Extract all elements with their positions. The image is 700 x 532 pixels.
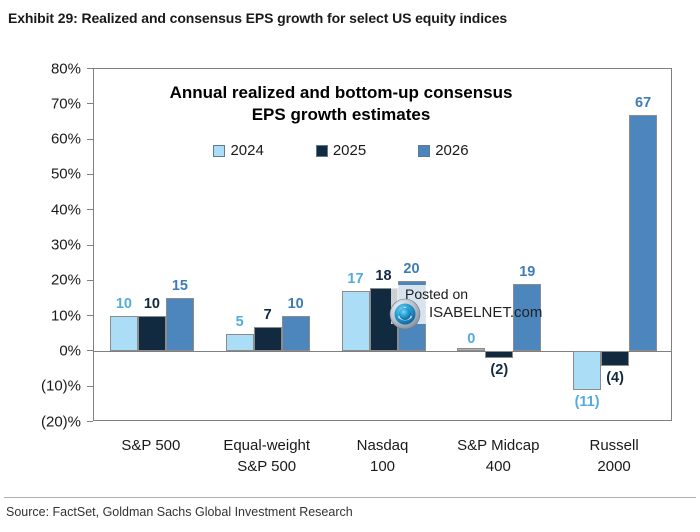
bar-value-label-2026-4: 67 [635,94,652,111]
x-category-label-line: 100 [369,458,396,475]
bar-2026-3 [513,284,542,352]
bar-value-label-2025-1: 7 [263,306,272,323]
bar-2025-0 [137,316,166,352]
x-category-label-line: Russell [589,437,639,454]
y-tick-label: 0% [59,342,81,360]
plot-area: Annual realized and bottom-up consensus … [93,68,672,421]
bar-value-label-2026-0: 15 [171,278,188,295]
bar-value-label-2025-3: (2) [490,362,509,379]
bar-value-label-2024-0: 10 [115,296,132,313]
x-category-label-0: S&P 500 [85,435,217,456]
bar-value-label-2024-4: (11) [574,394,600,411]
y-tick-mark [87,209,93,211]
legend-item-2024: 2024 [213,142,264,159]
x-category-label-3: S&P Midcap 400 [432,435,564,477]
y-tick-mark [87,244,93,246]
chart-title: Annual realized and bottom-up consensus … [94,82,588,126]
x-category-label-line: 400 [485,458,511,475]
x-category-label-4: Russell 2000 [548,435,680,477]
legend-swatch-2025 [315,144,328,157]
y-tick-label: 70% [50,95,81,113]
bar-2026-1 [281,316,310,352]
y-tick-mark [87,315,93,317]
bar-value-label-2024-1: 5 [235,313,244,330]
y-tick-label: (10)% [40,377,81,395]
x-category-label-line: S&P 500 [237,458,297,475]
bar-2026-0 [165,298,194,352]
bar-2025-4 [601,351,630,366]
x-category-label-line: 2000 [597,458,631,475]
bar-2025-1 [253,326,282,352]
zero-axis-line [94,351,671,353]
chart-title-line1: Annual realized and bottom-up consensus [169,83,513,102]
bar-value-label-2024-3: 0 [467,331,476,348]
y-tick-label: 10% [50,307,81,325]
y-tick-label: 80% [50,60,81,77]
legend-item-2025: 2025 [315,142,367,159]
y-tick-label: 60% [50,130,81,148]
bar-2025-3 [485,351,514,359]
bar-value-label-2025-4: (4) [606,369,624,386]
x-category-label-2: Nasdaq 100 [317,435,449,477]
bar-2024-2 [341,291,370,352]
bar-2024-3 [457,348,486,352]
bar-2026-4 [629,114,658,352]
x-category-label-line: Equal-weight [223,437,311,454]
x-category-label-line: S&P Midcap [457,437,540,454]
y-tick-label: 40% [50,201,81,219]
bar-value-label-2026-2: 20 [403,260,420,277]
x-category-label-1: Equal-weight S&P 500 [201,435,333,477]
y-tick-label: 20% [50,271,81,289]
x-category-label-line: Nasdaq [356,437,409,454]
x-category-label-line: S&P 500 [121,437,181,454]
bar-value-label-2024-2: 17 [347,271,364,288]
legend-swatch-2024 [213,144,226,157]
y-tick-label: (20)% [40,413,81,430]
chart-legend: 2024 2025 2026 [94,142,588,159]
footer-divider [4,497,696,498]
bar-2024-0 [109,316,138,352]
bar-2024-4 [573,351,602,391]
y-tick-mark [87,279,93,281]
bar-2024-1 [225,333,254,352]
bar-value-label-2026-1: 10 [287,296,304,313]
legend-item-2026: 2026 [418,142,469,159]
legend-label-2024: 2024 [230,142,264,159]
watermark: Posted on ISABELNET.com [389,284,542,334]
bar-value-label-2026-3: 19 [519,264,536,281]
legend-swatch-2026 [418,144,431,157]
watermark-site: ISABELNET.com [429,304,543,321]
y-tick-mark [87,138,93,140]
bar-value-label-2025-0: 10 [143,296,160,313]
y-tick-mark [87,385,93,387]
y-tick-label: 30% [50,236,81,254]
y-tick-mark [87,68,93,69]
watermark-posted-on: Posted on [405,286,469,302]
y-tick-label: 50% [50,165,81,183]
y-tick-mark [87,350,93,352]
chart-title-line2: EPS growth estimates [251,105,431,124]
exhibit-title: Exhibit 29: Realized and consensus EPS g… [8,10,508,26]
y-tick-mark [87,103,93,105]
bar-value-label-2025-2: 18 [375,267,392,284]
y-tick-mark [87,173,93,175]
source-text: Source: FactSet, Goldman Sachs Global In… [6,505,353,519]
y-tick-mark [87,421,93,422]
legend-label-2025: 2025 [332,142,367,159]
legend-label-2026: 2026 [435,142,469,159]
isabelnet-logo-icon [389,298,421,330]
